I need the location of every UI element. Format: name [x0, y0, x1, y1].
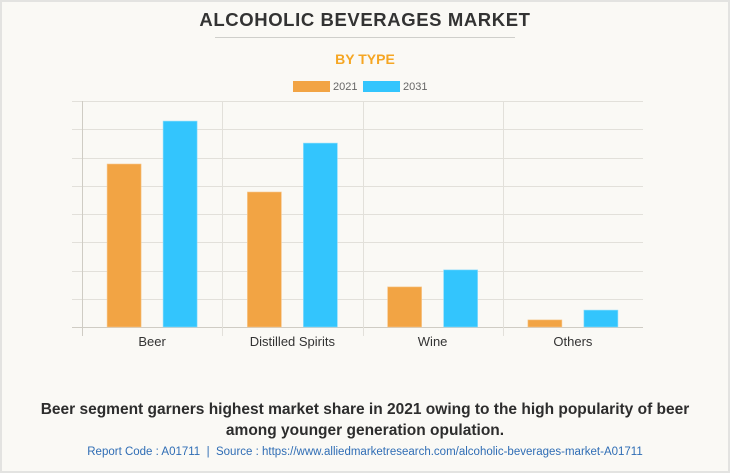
bar-2021-others — [527, 319, 563, 328]
legend-label-2021: 2021 — [333, 81, 358, 93]
bars — [106, 120, 619, 328]
source-link[interactable]: Source : https://www.alliedmarketresearc… — [215, 446, 643, 458]
x-tick-label: Beer — [138, 334, 166, 349]
legend-swatch-2031 — [363, 81, 400, 92]
gridlines — [72, 101, 643, 336]
chart-caption: Beer segment garners highest market shar… — [40, 401, 690, 439]
x-tick-label: Others — [553, 334, 593, 349]
bar-2021-beer — [106, 163, 142, 328]
title-divider — [215, 37, 515, 38]
x-axis-labels: Beer Distilled Spirits Wine Others — [138, 334, 593, 349]
bar-2031-wine — [443, 269, 478, 328]
bar-2031-distilled-spirits — [303, 142, 338, 328]
report-code: Report Code : A01711 — [87, 446, 201, 458]
bar-2021-distilled-spirits — [247, 191, 282, 328]
bar-2031-beer — [162, 120, 198, 328]
bar-2031-others — [583, 309, 619, 328]
footer: Report Code : A01711 | Source : https://… — [0, 446, 730, 458]
x-tick-label: Wine — [418, 334, 448, 349]
legend-label-2031: 2031 — [403, 81, 428, 93]
footer-separator: | — [206, 446, 210, 458]
chart-title: ALCOHOLIC BEVERAGES MARKET — [199, 9, 531, 30]
chart-subtitle: BY TYPE — [335, 51, 395, 67]
category-dividers — [222, 101, 504, 336]
bar-2021-wine — [387, 286, 422, 328]
legend-swatch-2021 — [293, 81, 330, 92]
x-tick-label: Distilled Spirits — [250, 334, 336, 349]
